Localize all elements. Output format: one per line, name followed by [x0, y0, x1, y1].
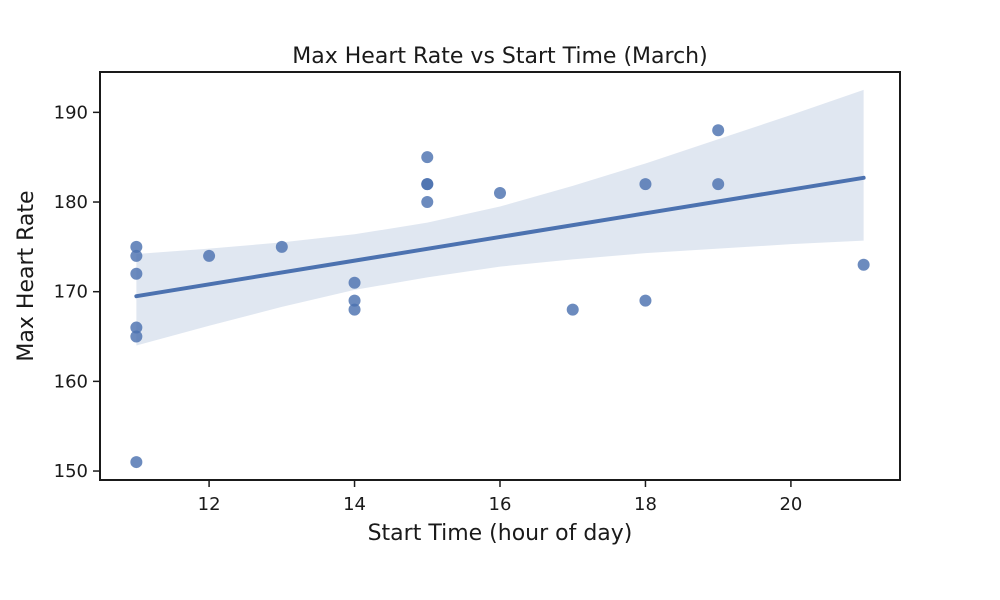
data-point	[566, 303, 579, 316]
y-tick-label: 150	[54, 461, 88, 482]
regression-line-layer	[134, 175, 866, 299]
data-point	[275, 240, 288, 253]
data-point	[712, 124, 725, 137]
confidence-band-layer	[136, 89, 864, 346]
data-point	[421, 151, 434, 164]
x-tick-label: 12	[198, 494, 221, 515]
x-tick-label: 14	[343, 494, 366, 515]
data-point	[130, 267, 143, 280]
data-point	[130, 249, 143, 262]
data-point	[348, 303, 361, 316]
x-tick-label: 18	[634, 494, 657, 515]
chart-title: Max Heart Rate vs Start Time (March)	[292, 44, 707, 69]
data-point	[130, 456, 143, 469]
data-point	[348, 276, 361, 289]
x-axis-label: Start Time (hour of day)	[368, 521, 633, 546]
x-tick-label: 20	[779, 494, 802, 515]
y-tick-label: 190	[54, 102, 88, 123]
data-point	[712, 178, 725, 191]
data-point	[130, 240, 143, 253]
y-tick-label: 180	[54, 192, 88, 213]
y-axis-label: Max Heart Rate	[14, 190, 39, 361]
y-tick-label: 160	[54, 371, 88, 392]
data-point	[857, 258, 870, 271]
data-point	[639, 178, 652, 191]
data-point	[494, 187, 506, 200]
x-axis-ticks: 12 14 16 18 20	[198, 480, 802, 515]
y-axis-ticks: 150 160 170 180 190	[54, 102, 100, 482]
regression-line	[134, 175, 866, 299]
data-point	[639, 294, 652, 307]
y-tick-label: 170	[54, 282, 88, 303]
x-tick-label: 16	[489, 494, 512, 515]
data-point	[203, 249, 216, 262]
points-layer	[130, 124, 870, 469]
data-point	[348, 294, 361, 307]
data-point	[130, 321, 143, 334]
data-point	[130, 330, 143, 343]
confidence-band	[136, 89, 864, 346]
data-point	[421, 178, 434, 191]
data-point	[421, 196, 434, 209]
